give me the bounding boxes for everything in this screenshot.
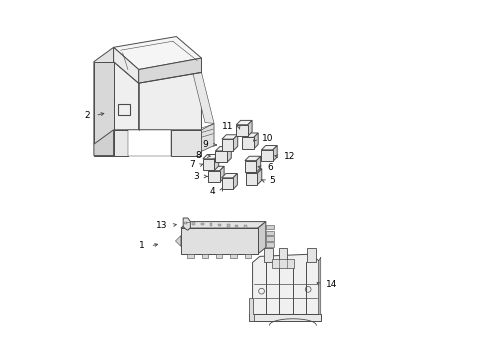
Polygon shape: [208, 171, 219, 182]
Polygon shape: [113, 37, 201, 69]
Text: 9: 9: [202, 140, 207, 149]
Polygon shape: [203, 154, 218, 159]
Polygon shape: [257, 169, 261, 185]
Polygon shape: [221, 178, 233, 189]
Bar: [278, 248, 287, 262]
Polygon shape: [245, 173, 257, 185]
Polygon shape: [233, 135, 237, 150]
Bar: [272, 259, 293, 268]
Polygon shape: [256, 156, 260, 172]
Bar: [192, 222, 195, 225]
Polygon shape: [181, 222, 265, 228]
Polygon shape: [181, 228, 258, 254]
Text: 13: 13: [155, 221, 167, 230]
Polygon shape: [236, 125, 247, 136]
Text: 10: 10: [261, 134, 273, 143]
Bar: [218, 224, 221, 226]
Bar: [307, 248, 315, 262]
Polygon shape: [94, 130, 113, 156]
Bar: [265, 230, 273, 235]
Polygon shape: [222, 139, 233, 150]
Text: 11: 11: [221, 122, 233, 131]
Polygon shape: [253, 133, 258, 149]
Polygon shape: [247, 120, 252, 136]
Text: 8: 8: [195, 152, 201, 161]
Bar: [264, 248, 272, 262]
Text: 7: 7: [189, 161, 195, 170]
Bar: [201, 223, 203, 225]
Polygon shape: [226, 147, 231, 162]
Polygon shape: [215, 151, 226, 162]
Polygon shape: [203, 159, 214, 170]
Bar: [183, 222, 186, 225]
Bar: [265, 225, 273, 229]
Bar: [187, 253, 193, 258]
Bar: [209, 224, 212, 226]
Polygon shape: [245, 169, 261, 173]
Polygon shape: [236, 120, 252, 125]
Text: 5: 5: [269, 176, 275, 185]
Polygon shape: [244, 161, 256, 172]
Polygon shape: [94, 47, 113, 144]
Text: 6: 6: [267, 163, 273, 172]
Polygon shape: [113, 47, 139, 83]
Bar: [265, 236, 273, 241]
Polygon shape: [113, 130, 128, 156]
Polygon shape: [244, 156, 260, 161]
Polygon shape: [221, 174, 237, 178]
Polygon shape: [233, 174, 237, 189]
Polygon shape: [113, 62, 201, 130]
Text: 1: 1: [139, 242, 144, 251]
Bar: [265, 242, 273, 247]
Text: 2: 2: [84, 111, 89, 120]
Polygon shape: [261, 145, 277, 150]
Polygon shape: [214, 154, 218, 170]
Text: 14: 14: [325, 280, 337, 289]
Bar: [230, 253, 236, 258]
Polygon shape: [94, 62, 113, 156]
Text: 4: 4: [209, 187, 215, 196]
Polygon shape: [183, 218, 190, 230]
Polygon shape: [258, 222, 265, 254]
Bar: [235, 225, 238, 228]
Polygon shape: [215, 147, 231, 151]
Polygon shape: [139, 58, 201, 83]
Bar: [216, 253, 222, 258]
Polygon shape: [113, 62, 139, 130]
Bar: [244, 253, 251, 258]
Bar: [244, 225, 246, 228]
Polygon shape: [242, 137, 253, 149]
Text: 3: 3: [192, 172, 198, 181]
Polygon shape: [175, 235, 181, 246]
Polygon shape: [252, 254, 318, 315]
Polygon shape: [192, 72, 214, 123]
Polygon shape: [208, 166, 224, 171]
Polygon shape: [222, 135, 237, 139]
Bar: [226, 224, 229, 227]
Polygon shape: [248, 315, 320, 321]
Polygon shape: [242, 133, 258, 137]
Polygon shape: [128, 130, 171, 156]
Bar: [201, 253, 208, 258]
Polygon shape: [171, 130, 201, 156]
Bar: [118, 104, 129, 116]
Text: 12: 12: [284, 152, 295, 161]
Polygon shape: [248, 298, 254, 321]
Polygon shape: [219, 166, 224, 182]
Polygon shape: [272, 145, 277, 161]
Polygon shape: [201, 123, 214, 151]
Polygon shape: [318, 257, 320, 315]
Polygon shape: [261, 150, 272, 161]
